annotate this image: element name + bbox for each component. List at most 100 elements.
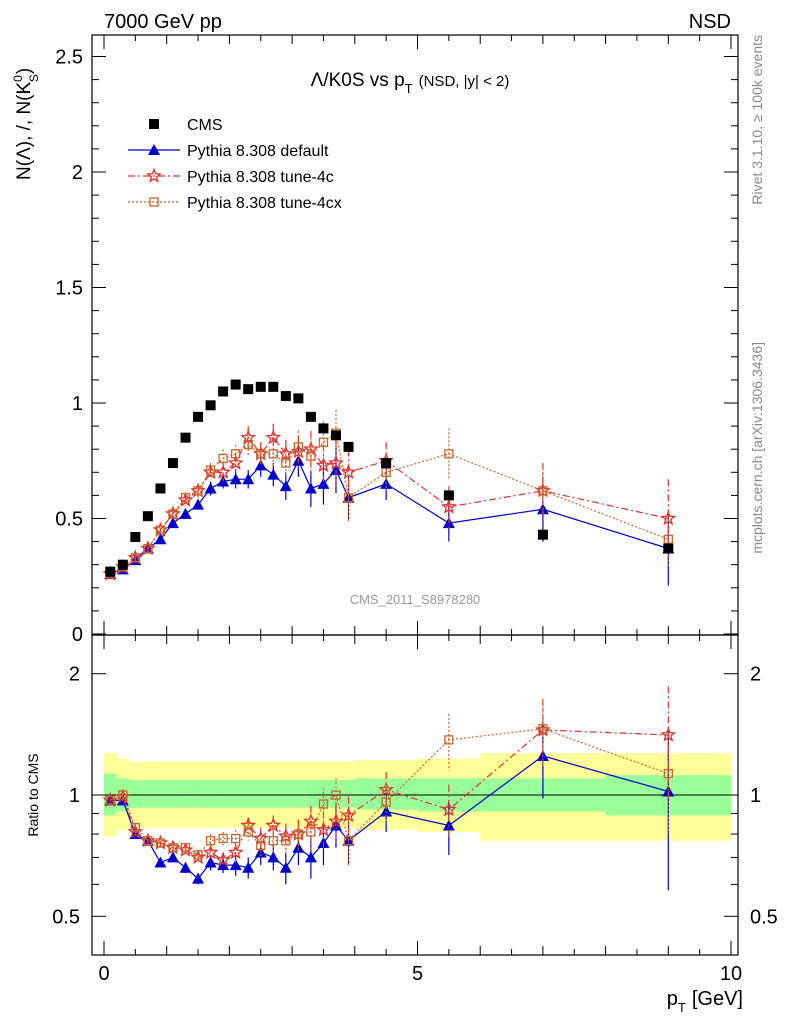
- data-point: [293, 442, 304, 452]
- main-series-line: [110, 459, 669, 575]
- data-point: [193, 850, 203, 860]
- xlabel-text: p: [667, 988, 678, 1010]
- data-point: [229, 473, 242, 485]
- data-point: [177, 491, 194, 507]
- data-point: [380, 805, 393, 817]
- main-title-sub: T: [405, 81, 413, 96]
- legend-label: Pythia 8.308 tune-4cx: [187, 195, 342, 212]
- data-point: [155, 525, 166, 535]
- data-point: [242, 473, 255, 485]
- band-inner: [304, 779, 318, 808]
- data-point: [268, 836, 278, 846]
- data-point: [265, 817, 282, 833]
- data-point: [306, 451, 316, 461]
- data-point: [277, 445, 294, 461]
- data-point: [444, 735, 454, 745]
- data-point: [340, 807, 357, 823]
- data-point: [105, 566, 116, 577]
- data-point: [165, 505, 181, 521]
- data-point: [180, 493, 191, 503]
- ratio-plot-marks: [102, 686, 677, 891]
- data-point: [205, 465, 216, 475]
- main-y-tick-label: 2.5: [55, 47, 83, 69]
- data-point: [139, 540, 156, 556]
- data-point: [105, 795, 115, 805]
- data-point: [179, 507, 192, 519]
- data-point: [180, 432, 191, 443]
- data-point: [204, 856, 217, 868]
- data-point: [192, 498, 205, 510]
- data-point: [304, 851, 317, 863]
- band-inner: [254, 779, 268, 808]
- data-point: [154, 533, 167, 545]
- data-point: [292, 841, 305, 853]
- data-point: [117, 559, 128, 570]
- x-tick-label: 10: [720, 963, 742, 985]
- data-point: [329, 463, 342, 475]
- ratio-y-tick-label-right: 1: [750, 785, 761, 807]
- data-point: [149, 119, 159, 129]
- data-point: [130, 531, 141, 542]
- header-right: NSD: [689, 11, 731, 33]
- data-point: [329, 819, 342, 831]
- data-point: [139, 832, 156, 848]
- data-point: [267, 851, 280, 863]
- data-point: [165, 839, 181, 855]
- data-point: [204, 482, 217, 494]
- data-point: [227, 844, 244, 860]
- data-point: [328, 813, 344, 829]
- ratio-y-tick-label-left: 2: [69, 664, 80, 686]
- main-title-text: Λ/K0S vs p: [311, 70, 405, 91]
- data-point: [180, 843, 191, 853]
- ratio-series-line: [110, 728, 669, 856]
- data-point: [330, 430, 341, 441]
- data-point: [443, 490, 454, 501]
- data-point: [328, 454, 344, 470]
- data-point: [268, 449, 278, 459]
- data-point: [143, 836, 153, 846]
- data-point: [538, 486, 548, 496]
- data-point: [343, 836, 354, 846]
- data-point: [317, 477, 330, 489]
- data-point: [192, 872, 205, 884]
- band-inner: [179, 779, 193, 808]
- main-ylabel-text: N(Λ), /, N(K: [14, 81, 35, 180]
- data-point: [277, 828, 294, 843]
- data-point: [304, 482, 317, 494]
- data-point: [663, 534, 673, 544]
- ratio-y-tick-label-left: 1: [69, 785, 80, 807]
- data-point: [215, 851, 232, 867]
- data-point: [166, 517, 179, 529]
- data-point: [255, 381, 266, 392]
- data-point: [256, 449, 266, 459]
- band-inner: [329, 779, 343, 808]
- xlabel-sub: T: [678, 1000, 686, 1015]
- data-point: [193, 411, 204, 422]
- data-point: [254, 459, 267, 471]
- band-inner: [191, 779, 205, 808]
- data-point: [227, 454, 244, 470]
- ratio-series-line: [110, 755, 669, 880]
- main-y-axis-label: N(Λ), /, N(K0 S): [11, 68, 41, 180]
- band-inner: [129, 779, 143, 808]
- data-point: [315, 457, 332, 473]
- data-point: [663, 543, 674, 554]
- data-point: [306, 827, 316, 837]
- data-point: [243, 384, 254, 395]
- band-inner: [279, 779, 293, 808]
- data-point: [343, 493, 354, 503]
- data-point: [231, 449, 241, 459]
- band-inner: [204, 779, 218, 808]
- main-plot-marks: [102, 379, 677, 586]
- band-inner: [166, 779, 180, 808]
- band-inner: [154, 779, 168, 808]
- data-point: [179, 861, 192, 873]
- band-inner: [267, 779, 281, 808]
- data-point: [444, 449, 454, 459]
- data-point: [256, 840, 266, 850]
- x-axis-label: pT [GeV]: [667, 988, 743, 1015]
- ratio-y-tick-label-right: 0.5: [750, 906, 778, 928]
- main-y-tick-label: 2: [72, 162, 83, 184]
- data-point: [205, 400, 216, 411]
- data-point: [315, 821, 332, 837]
